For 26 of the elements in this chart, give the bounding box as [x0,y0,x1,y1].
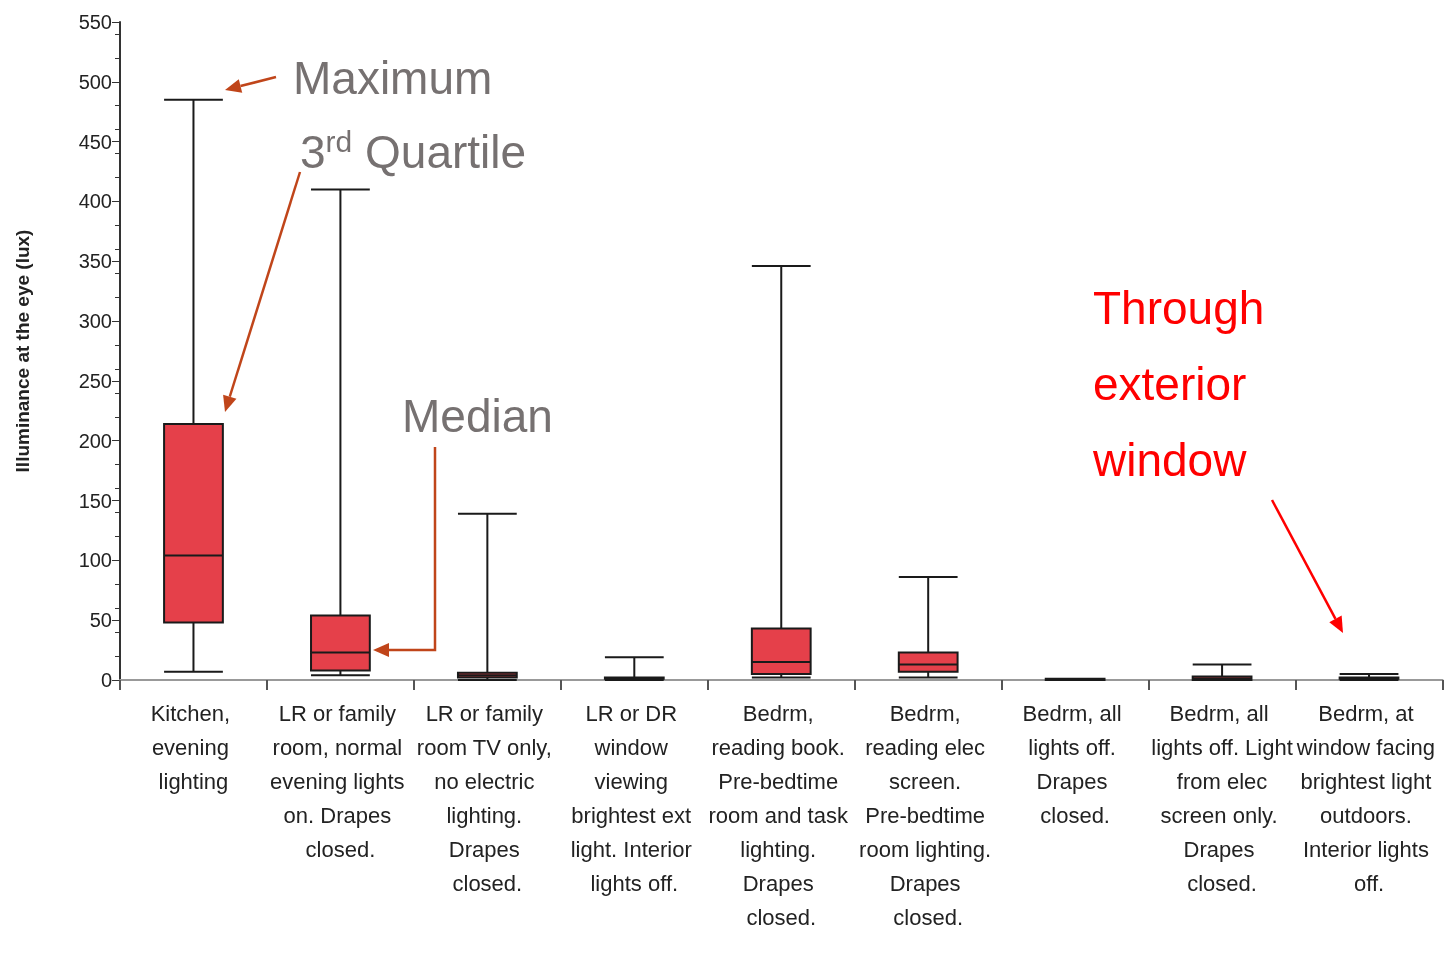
y-axis-title: Illuminance at the eye (lux) [12,229,33,473]
y-tick-label: 0 [100,669,112,691]
annotation: Through exterior window [1093,281,1266,488]
y-tick-label: 150 [78,489,112,512]
y-tick-label: 500 [78,70,112,93]
x-tick-label: Kitchen, evening lighting [150,700,237,794]
y-tick-label: 450 [78,130,112,153]
annotation: 3$^{rd}$ Quartile [300,123,527,180]
y-tick-label: 300 [78,310,112,333]
annotation: Median [402,389,553,444]
x-tick-label: Bedrm, reading book. Pre-bedtime room and task lighting. Drapes closed. [708,700,855,930]
x-tick-label: LR or family room TV only, no electric lighting. Drapes closed. [416,700,558,896]
x-tick-label: Bedrm, all lights off. Light from elec screen only. Drapes closed. [1151,700,1293,896]
x-tick-label: LR or DR window viewing brightest ext light. Interior lights off. [570,700,698,896]
y-tick-label: 550 [78,11,112,33]
x-tick-label: Bedrm, reading elec screen. Pre-bedtime room lighting. Drapes closed. [859,700,998,930]
y-tick-label: 100 [78,549,112,572]
annotation: Maximum [293,51,493,106]
y-tick-label: 50 [89,609,112,632]
y-tick-label: 200 [78,429,112,452]
x-tick-label: Bedrm, all lights off. Drapes closed. [1022,700,1128,828]
x-tick-label: Bedrm, at window facing brightest light outdoors. Interior lights off. [1295,700,1442,896]
x-tick-label: LR or family room, normal evening lights on. Drapes closed. [270,700,411,862]
y-tick-label: 250 [78,369,112,392]
y-tick-label: 400 [78,190,112,213]
y-tick-label: 350 [78,250,112,273]
